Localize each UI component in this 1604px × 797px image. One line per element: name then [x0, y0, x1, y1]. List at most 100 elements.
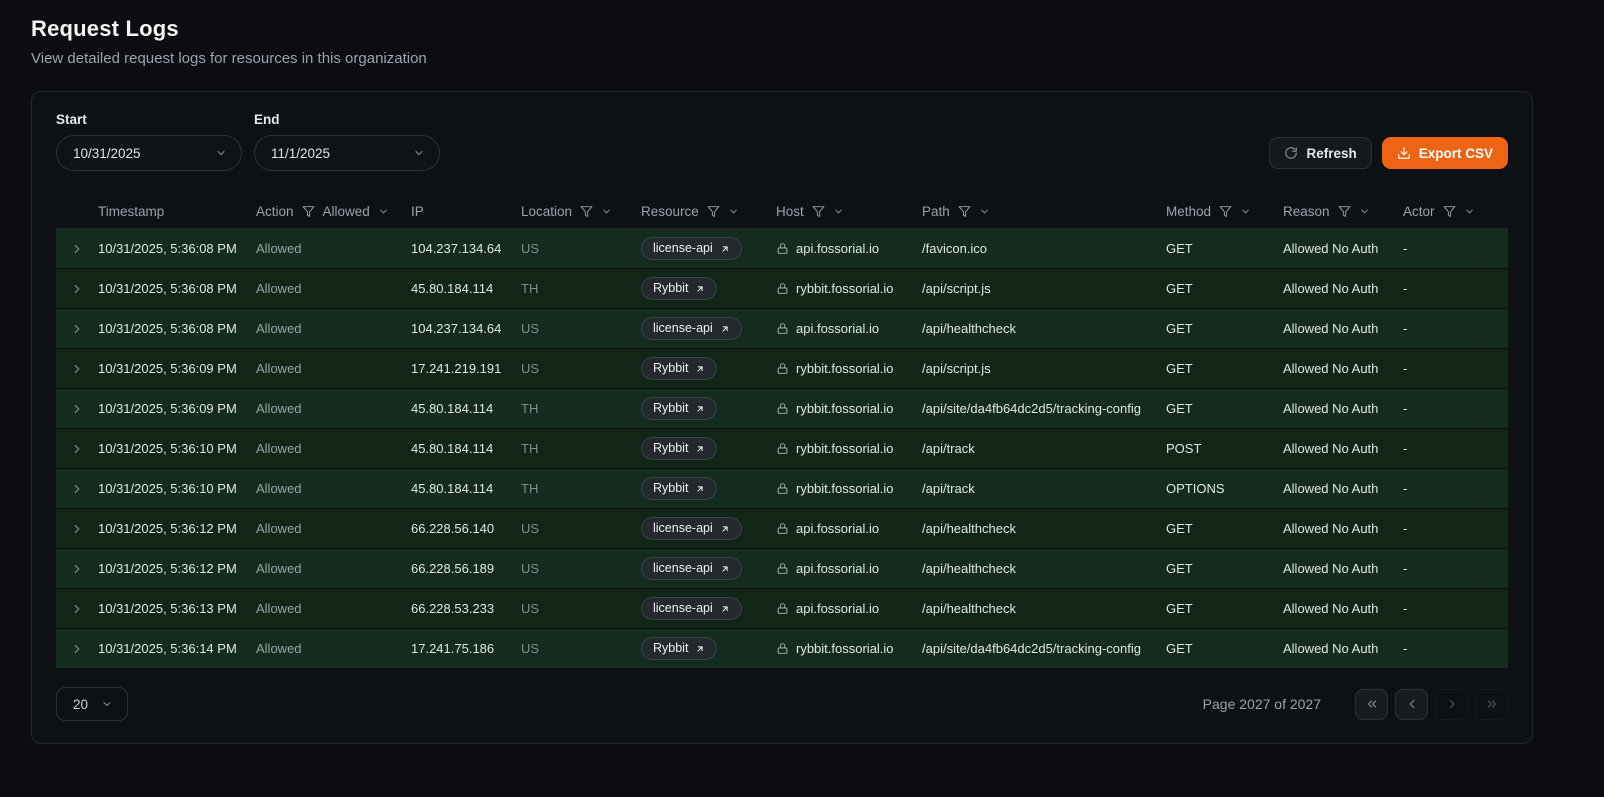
- funnel-filter-icon[interactable]: [958, 205, 971, 218]
- cell-resource: Rybbit: [641, 437, 776, 460]
- cell-expander: [56, 480, 98, 498]
- action-filter-value[interactable]: Allowed: [322, 204, 370, 219]
- export-csv-button[interactable]: Export CSV: [1381, 137, 1508, 169]
- resource-name: Rybbit: [653, 401, 689, 416]
- header-host[interactable]: Host: [776, 204, 922, 219]
- end-date-select[interactable]: 11/1/2025: [254, 135, 440, 171]
- resource-badge[interactable]: license-api: [641, 557, 742, 580]
- column-label: Resource: [641, 204, 699, 219]
- cell-method: GET: [1166, 601, 1193, 616]
- table-row[interactable]: 10/31/2025, 5:36:12 PM Allowed 66.228.56.1…: [56, 549, 1508, 589]
- cell-actor: -: [1403, 281, 1408, 296]
- cell-method: GET: [1166, 241, 1193, 256]
- header-location[interactable]: Location: [521, 204, 641, 219]
- resource-name: Rybbit: [653, 361, 689, 376]
- export-csv-label: Export CSV: [1418, 145, 1493, 161]
- funnel-filter-icon[interactable]: [1219, 205, 1232, 218]
- chevron-down-icon[interactable]: [601, 206, 612, 217]
- last-page-button[interactable]: [1475, 688, 1508, 720]
- table-row[interactable]: 10/31/2025, 5:36:08 PM Allowed 104.237.134…: [56, 229, 1508, 269]
- row-expand-button[interactable]: [68, 240, 86, 258]
- row-expand-button[interactable]: [68, 400, 86, 418]
- page-size-value: 20: [73, 696, 89, 712]
- table-row[interactable]: 10/31/2025, 5:36:14 PM Allowed 17.241.75.1…: [56, 629, 1508, 669]
- table-row[interactable]: 10/31/2025, 5:36:08 PM Allowed 104.237.134…: [56, 309, 1508, 349]
- column-label: Method: [1166, 204, 1212, 219]
- table-header: Timestamp Action Allowed IP Location Resource…: [56, 195, 1508, 229]
- resource-badge[interactable]: Rybbit: [641, 277, 718, 300]
- row-expand-button[interactable]: [68, 320, 86, 338]
- page-size-select[interactable]: 20: [56, 687, 128, 721]
- lock-icon: [776, 362, 789, 375]
- chevron-down-icon[interactable]: [378, 206, 389, 217]
- header-timestamp: Timestamp: [98, 204, 256, 219]
- cell-path: /api/track: [922, 481, 975, 496]
- funnel-filter-icon[interactable]: [580, 205, 593, 218]
- table-row[interactable]: 10/31/2025, 5:36:09 PM Allowed 45.80.184.1…: [56, 389, 1508, 429]
- table-row[interactable]: 10/31/2025, 5:36:10 PM Allowed 45.80.184.1…: [56, 429, 1508, 469]
- table-row[interactable]: 10/31/2025, 5:36:13 PM Allowed 66.228.53.2…: [56, 589, 1508, 629]
- row-expand-button[interactable]: [68, 600, 86, 618]
- cell-location: TH: [521, 481, 539, 496]
- funnel-filter-icon[interactable]: [1443, 205, 1456, 218]
- resource-badge[interactable]: Rybbit: [641, 437, 718, 460]
- chevron-down-icon[interactable]: [833, 206, 844, 217]
- cell-expander: [56, 520, 98, 538]
- header-reason[interactable]: Reason: [1283, 204, 1403, 219]
- funnel-filter-icon[interactable]: [707, 205, 720, 218]
- row-expand-button[interactable]: [68, 520, 86, 538]
- cell-path: /api/site/da4fb64dc2d5/tracking-config: [922, 401, 1141, 416]
- funnel-filter-icon[interactable]: [1338, 205, 1351, 218]
- cell-ip: 66.228.56.189: [411, 561, 495, 576]
- cell-host: rybbit.fossorial.io: [776, 641, 922, 656]
- table-row[interactable]: 10/31/2025, 5:36:08 PM Allowed 45.80.184.1…: [56, 269, 1508, 309]
- header-path[interactable]: Path: [922, 204, 1166, 219]
- table-row[interactable]: 10/31/2025, 5:36:12 PM Allowed 66.228.56.1…: [56, 509, 1508, 549]
- cell-method: POST: [1166, 441, 1202, 456]
- prev-page-button[interactable]: [1395, 688, 1428, 720]
- row-expand-button[interactable]: [68, 440, 86, 458]
- resource-badge[interactable]: license-api: [641, 237, 742, 260]
- funnel-filter-icon[interactable]: [812, 205, 825, 218]
- row-expand-button[interactable]: [68, 360, 86, 378]
- host-name: api.fossorial.io: [796, 241, 880, 256]
- cell-method: GET: [1166, 521, 1193, 536]
- table-row[interactable]: 10/31/2025, 5:36:09 PM Allowed 17.241.219.…: [56, 349, 1508, 389]
- resource-badge[interactable]: license-api: [641, 317, 742, 340]
- cell-actor: -: [1403, 441, 1408, 456]
- header-actor[interactable]: Actor: [1403, 204, 1508, 219]
- row-expand-button[interactable]: [68, 480, 86, 498]
- page-info: Page 2027 of 2027: [1202, 696, 1321, 712]
- host-name: api.fossorial.io: [796, 521, 880, 536]
- chevron-down-icon[interactable]: [1359, 206, 1370, 217]
- resource-badge[interactable]: Rybbit: [641, 477, 718, 500]
- header-action[interactable]: Action Allowed: [256, 204, 411, 219]
- column-label: Action: [256, 204, 294, 219]
- cell-host: api.fossorial.io: [776, 561, 922, 576]
- row-expand-button[interactable]: [68, 280, 86, 298]
- row-expand-button[interactable]: [68, 560, 86, 578]
- lock-icon: [776, 642, 789, 655]
- resource-badge[interactable]: Rybbit: [641, 637, 718, 660]
- resource-badge[interactable]: license-api: [641, 597, 742, 620]
- resource-badge[interactable]: Rybbit: [641, 357, 718, 380]
- cell-location: TH: [521, 401, 539, 416]
- chevron-down-icon[interactable]: [728, 206, 739, 217]
- start-date-select[interactable]: 10/31/2025: [56, 135, 242, 171]
- chevron-down-icon[interactable]: [1464, 206, 1475, 217]
- header-resource[interactable]: Resource: [641, 204, 776, 219]
- lock-icon: [776, 442, 789, 455]
- refresh-button[interactable]: Refresh: [1269, 137, 1372, 169]
- funnel-filter-icon[interactable]: [302, 205, 315, 218]
- row-expand-button[interactable]: [68, 640, 86, 658]
- next-page-button[interactable]: [1435, 688, 1468, 720]
- chevron-down-icon[interactable]: [1240, 206, 1251, 217]
- resource-badge[interactable]: Rybbit: [641, 397, 718, 420]
- first-page-button[interactable]: [1355, 688, 1388, 720]
- header-method[interactable]: Method: [1166, 204, 1283, 219]
- table-row[interactable]: 10/31/2025, 5:36:10 PM Allowed 45.80.184.1…: [56, 469, 1508, 509]
- cell-timestamp: 10/31/2025, 5:36:10 PM: [98, 441, 237, 456]
- resource-badge[interactable]: license-api: [641, 517, 742, 540]
- chevron-down-icon[interactable]: [979, 206, 990, 217]
- cell-path: /api/script.js: [922, 361, 991, 376]
